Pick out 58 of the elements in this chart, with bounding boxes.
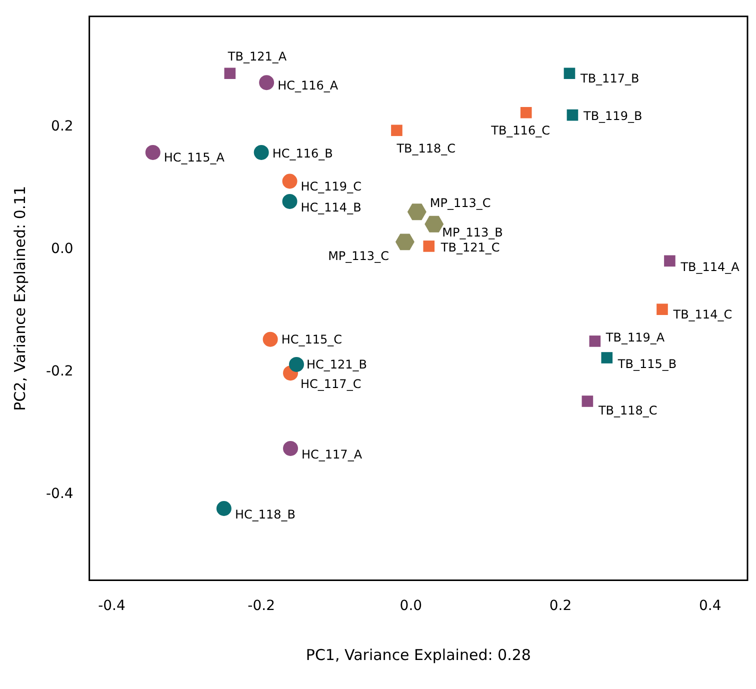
point [259,75,274,90]
annotation: TB_118_C [396,142,456,156]
point [254,144,269,160]
point [262,332,278,347]
annotation: TB_118_C [597,403,658,418]
x-tick-label: 0.2 [549,598,572,614]
x-tick-label: 0.4 [698,598,722,614]
point [216,501,232,516]
annotation: HC_117_C [300,377,362,392]
annotation: HC_114_B [300,200,362,215]
point [664,255,676,267]
x-tick-label: 0.0 [400,598,422,614]
annotation: TB_121_C [440,240,500,254]
point [288,356,304,372]
point [282,174,298,189]
point [145,144,160,160]
point [566,109,578,121]
point [407,204,426,220]
annotation: HC_116_A [278,78,339,93]
point [395,234,414,250]
annotation: HC_115_A [164,150,226,165]
annotation: TB_119_B [582,109,642,124]
y-tick-label: 0.2 [51,118,74,134]
annotation: TB_114_A [680,260,740,274]
annotation: HC_116_B [272,146,333,161]
y-tick-label: -0.4 [46,486,74,502]
annotation: TB_116_C [490,124,550,138]
annotation: HC_121_B [306,358,368,372]
annotation: HC_119_C [300,179,362,194]
y-tick-label: -0.2 [46,363,74,380]
annotation: TB_119_A [604,330,666,344]
point [601,352,613,364]
point [224,68,236,80]
point [589,336,601,347]
x-axis-title: PC1, Variance Explained: 0.28 [306,646,531,664]
annotation: HC_118_B [234,508,296,522]
point [391,124,402,136]
x-tick-label: -0.4 [98,598,126,614]
annotation: MP_113_C [430,196,491,210]
x-tick-label: -0.2 [248,598,276,614]
annotation: HC_115_C [281,332,342,346]
annotation: HC_117_A [302,448,363,462]
point [424,216,444,232]
annotation: TB_121_A [226,50,288,64]
point [582,396,594,407]
point [520,106,532,118]
y-axis-title: PC2, Variance Explained: 0.11 [10,186,29,411]
point [423,240,435,252]
annotation: MP_113_B [442,225,503,240]
annotation: TB_117_B [579,72,640,86]
point [283,440,298,456]
annotation: TB_115_B [616,356,677,371]
point [282,194,298,209]
point [656,304,668,315]
y-tick-label: 0.0 [51,240,74,257]
annotation: TB_114_C [672,307,732,322]
annotation: MP_113_C [328,249,389,264]
point [564,68,576,80]
